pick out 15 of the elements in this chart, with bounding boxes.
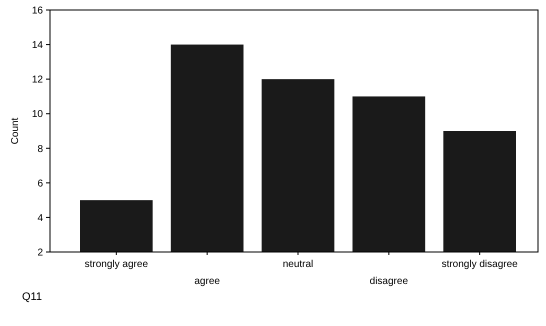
x-tick-label: strongly agree <box>84 259 148 270</box>
x-tick-label: neutral <box>282 259 314 270</box>
y-tick-label: 8 <box>37 144 44 155</box>
y-tick-label: 16 <box>32 6 44 16</box>
x-axis-title: Q11 <box>22 291 42 303</box>
y-tick-label: 6 <box>37 178 44 190</box>
y-axis-title: Count <box>10 117 21 144</box>
x-tick-label: agree <box>194 276 220 287</box>
y-tick-label: 10 <box>32 109 44 120</box>
x-tick-label: disagree <box>370 276 408 287</box>
y-tick-label: 14 <box>32 40 44 52</box>
y-tick-label: 4 <box>37 212 44 224</box>
y-tick-label: 12 <box>32 74 44 86</box>
y-tick-label: 2 <box>37 248 44 258</box>
x-tick-label: strongly disagree <box>442 259 518 270</box>
